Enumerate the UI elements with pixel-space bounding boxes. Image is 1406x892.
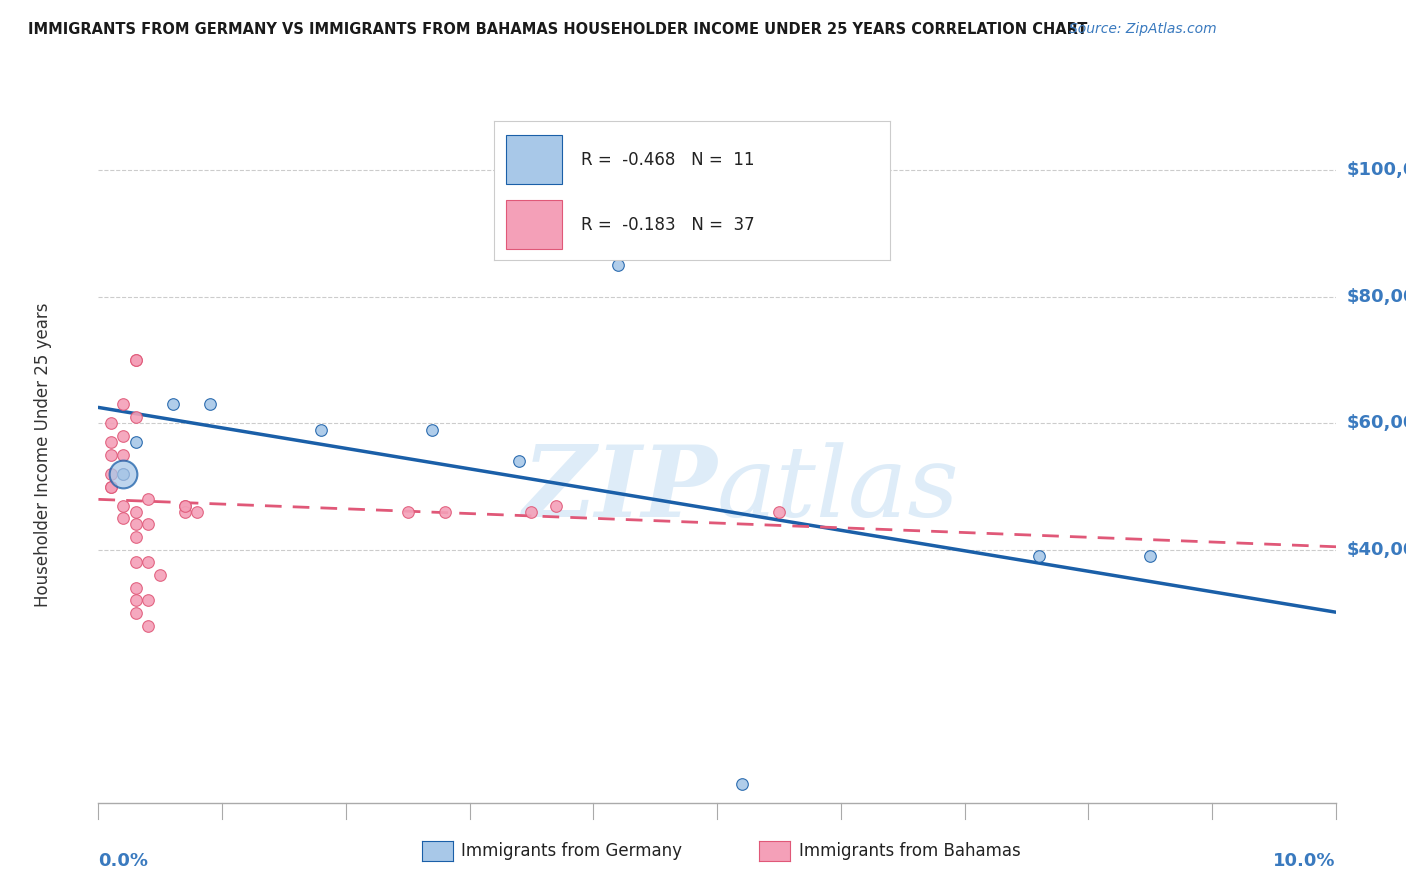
Point [433, 505, 456, 519]
Point [100, 467, 122, 481]
Point [112, 397, 135, 411]
Text: ZIP: ZIP [522, 442, 717, 538]
Point [149, 568, 172, 582]
Point [1139, 549, 1161, 563]
Point [186, 505, 208, 519]
Point [136, 556, 159, 570]
Text: $100,000: $100,000 [1347, 161, 1406, 179]
Point [546, 499, 568, 513]
Point [124, 530, 146, 544]
Point [100, 435, 122, 450]
Point [396, 505, 419, 519]
Point [124, 556, 146, 570]
Point [174, 499, 197, 513]
Point [124, 435, 146, 450]
Text: $40,000: $40,000 [1347, 541, 1406, 558]
Point [124, 593, 146, 607]
Point [100, 448, 122, 462]
Text: $80,000: $80,000 [1347, 288, 1406, 306]
Point [112, 511, 135, 525]
Point [162, 397, 184, 411]
Text: Householder Income Under 25 years: Householder Income Under 25 years [34, 302, 52, 607]
Point [100, 479, 122, 493]
Text: 0.0%: 0.0% [98, 852, 149, 870]
Point [112, 429, 135, 443]
Point [136, 593, 159, 607]
Point [124, 353, 146, 368]
Point [124, 606, 146, 620]
Text: Source: ZipAtlas.com: Source: ZipAtlas.com [1069, 22, 1216, 37]
Point [112, 467, 135, 481]
Point [124, 581, 146, 595]
Point [508, 454, 530, 468]
Point [124, 517, 146, 532]
Point [1028, 549, 1050, 563]
Text: Immigrants from Bahamas: Immigrants from Bahamas [799, 842, 1021, 860]
Text: $60,000: $60,000 [1347, 414, 1406, 433]
Text: IMMIGRANTS FROM GERMANY VS IMMIGRANTS FROM BAHAMAS HOUSEHOLDER INCOME UNDER 25 Y: IMMIGRANTS FROM GERMANY VS IMMIGRANTS FR… [28, 22, 1087, 37]
Point [100, 479, 122, 493]
Point [124, 409, 146, 424]
Point [768, 505, 790, 519]
Point [124, 353, 146, 368]
Point [112, 448, 135, 462]
Point [112, 467, 135, 481]
Point [731, 777, 754, 791]
Point [198, 397, 221, 411]
Text: 10.0%: 10.0% [1274, 852, 1336, 870]
Text: atlas: atlas [717, 442, 960, 537]
Point [136, 492, 159, 507]
Point [174, 505, 197, 519]
Point [112, 467, 135, 481]
Point [100, 417, 122, 431]
Point [309, 423, 332, 437]
Point [124, 505, 146, 519]
Point [607, 258, 630, 272]
Point [136, 618, 159, 632]
Point [136, 517, 159, 532]
Point [174, 499, 197, 513]
Point [422, 423, 444, 437]
Point [520, 505, 543, 519]
Text: Immigrants from Germany: Immigrants from Germany [461, 842, 682, 860]
Point [112, 499, 135, 513]
